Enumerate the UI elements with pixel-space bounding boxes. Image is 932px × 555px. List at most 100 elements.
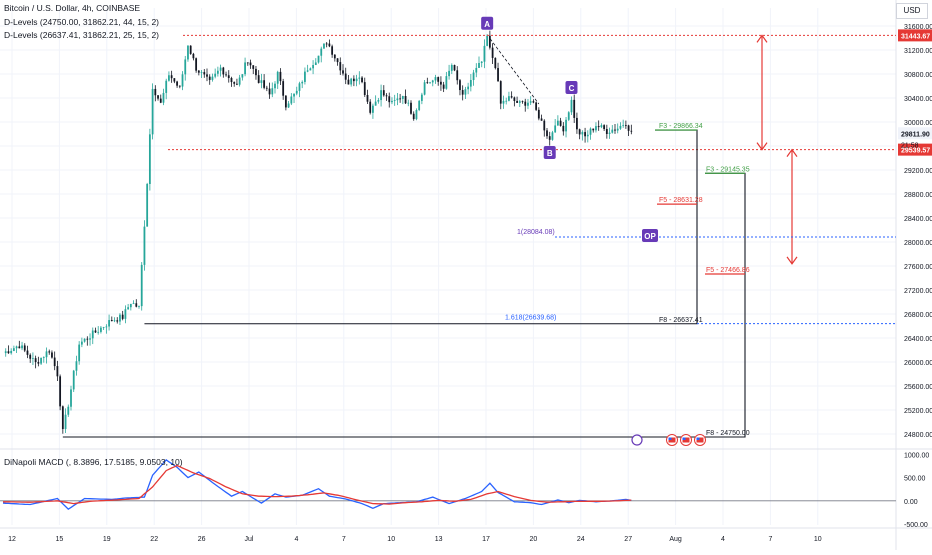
candle-body: [176, 81, 178, 86]
candle-body: [94, 330, 97, 333]
candle: [121, 310, 124, 321]
candle-body: [306, 70, 309, 72]
candle: [361, 76, 363, 84]
candle: [377, 97, 380, 104]
candle: [347, 75, 350, 85]
point-badge: [543, 146, 556, 159]
candle: [100, 326, 102, 334]
candle: [350, 77, 353, 87]
candle: [456, 66, 459, 85]
candle: [195, 57, 198, 73]
candle-body: [268, 88, 271, 95]
candle: [53, 351, 56, 371]
range-arrow-2: [786, 148, 798, 265]
candle: [616, 123, 619, 134]
price-tick-1: 25200.00: [904, 408, 932, 415]
candle-body: [102, 327, 105, 329]
candle-body: [600, 125, 603, 128]
candle: [527, 99, 529, 110]
candle-body: [336, 58, 339, 63]
candle: [537, 107, 540, 121]
candle: [600, 123, 603, 129]
candle: [418, 99, 421, 112]
candle-body: [75, 361, 78, 371]
candle: [135, 299, 138, 308]
candle: [331, 44, 334, 58]
candle-body: [491, 47, 494, 58]
candle: [380, 84, 382, 107]
candle-body: [459, 80, 461, 91]
candle: [459, 78, 461, 96]
candle-body: [537, 109, 540, 119]
candle-body: [249, 62, 252, 66]
candle: [491, 43, 494, 64]
time-tick-2: 19: [103, 536, 111, 543]
candle-body: [314, 62, 317, 66]
candle-body: [366, 94, 369, 102]
candle: [146, 182, 149, 227]
candle-body: [592, 128, 595, 131]
candle: [214, 68, 217, 79]
candle: [366, 89, 369, 104]
candle: [197, 69, 200, 76]
candle: [173, 78, 176, 84]
candle-body: [238, 77, 241, 85]
candle-body: [374, 101, 377, 106]
candle-body: [246, 62, 249, 64]
macd-tick-2: 0.00: [904, 499, 918, 506]
candle-body: [295, 90, 298, 94]
candle-body: [524, 101, 527, 106]
candle-body: [225, 74, 227, 76]
candle-body: [26, 350, 29, 355]
candle: [431, 79, 434, 87]
candle-body: [518, 101, 521, 103]
candle: [124, 305, 127, 324]
candle-body: [56, 366, 59, 377]
candle-body: [265, 87, 268, 89]
candle-body: [355, 78, 358, 82]
candle: [12, 345, 15, 352]
candle: [119, 313, 121, 325]
candle-body: [255, 68, 257, 76]
candle: [532, 99, 535, 104]
candle-body: [407, 102, 410, 104]
candle-body: [513, 97, 516, 101]
candle-body: [83, 338, 86, 342]
candle: [91, 327, 94, 345]
candle-body: [410, 102, 412, 114]
candle-body: [241, 74, 244, 78]
candle-body: [388, 96, 391, 103]
op-badge-bg: [642, 228, 658, 242]
candle-body: [143, 226, 146, 265]
candle: [608, 127, 611, 139]
candle: [486, 34, 489, 47]
candle-body: [527, 102, 529, 106]
flag-stripes: [668, 437, 676, 443]
candle: [59, 374, 62, 411]
candle: [559, 117, 562, 127]
candle: [42, 356, 45, 363]
candle: [181, 71, 184, 91]
candle-body: [124, 309, 127, 319]
candle-body: [445, 76, 448, 89]
price-tick-7: 27600.00: [904, 264, 932, 271]
candle: [567, 111, 570, 122]
candle-body: [132, 303, 135, 305]
candle-body: [467, 86, 470, 90]
candle: [445, 71, 448, 90]
price-label-0: 31443.67: [901, 33, 930, 40]
dlevel-label-3: F3 - 29145.35: [706, 166, 750, 173]
candle: [516, 96, 518, 103]
dlevel-label-4: F5 - 27466.86: [706, 267, 750, 274]
candle-body: [129, 303, 132, 308]
candle: [352, 75, 355, 87]
candle-body: [548, 136, 551, 140]
candle-body: [48, 351, 51, 353]
us-flag-icon: [680, 434, 692, 446]
candle-body: [135, 303, 138, 307]
currency-selector[interactable]: USD: [896, 3, 928, 19]
macd-tick-1: 500.00: [904, 476, 926, 483]
candle-body: [59, 376, 62, 407]
